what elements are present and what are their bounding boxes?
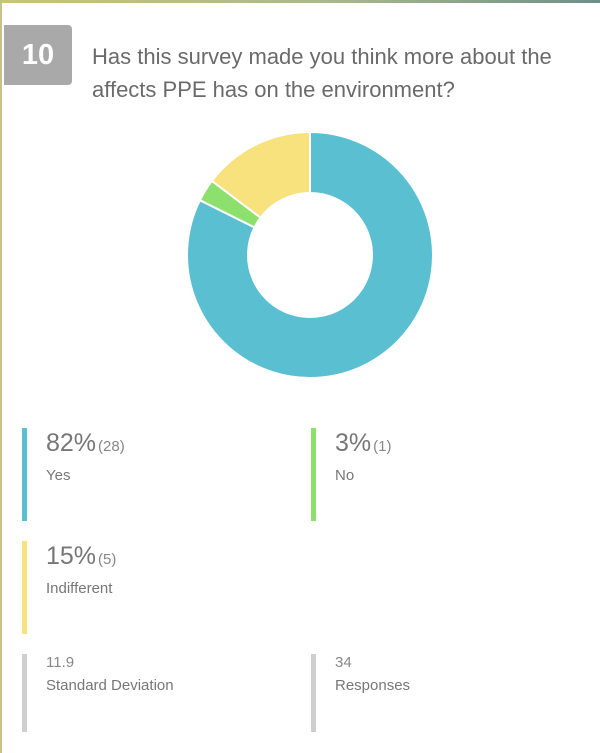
legend-color-bar-yes — [22, 428, 27, 521]
legend-item-no: 3% (1) No — [311, 428, 391, 521]
responses-stat: 34 Responses — [311, 654, 410, 732]
std-deviation-stat: 11.9 Standard Deviation — [22, 654, 174, 732]
legend-percent-yes: 82% — [46, 429, 97, 457]
donut-chart — [186, 130, 434, 379]
question-number: 10 — [21, 38, 55, 71]
legend-label-no: No — [335, 467, 355, 484]
donut-slice-indifferent[interactable] — [210, 130, 311, 220]
std-deviation-label: Standard Deviation — [46, 677, 174, 694]
responses-bar — [311, 654, 316, 732]
legend-item-indifferent: 15% (5) Indifferent — [22, 541, 116, 634]
responses-value: 34 — [335, 654, 352, 671]
legend-count-no: (1) — [373, 438, 392, 455]
legend-count-indifferent: (5) — [98, 551, 117, 568]
legend-percent-no: 3% — [335, 429, 372, 457]
legend-count-yes: (28) — [98, 438, 125, 455]
question-number-badge: 10 — [4, 25, 72, 85]
donut-slice-yes[interactable] — [186, 130, 434, 379]
legend-color-bar-indifferent — [22, 541, 27, 634]
legend-label-yes: Yes — [46, 467, 71, 484]
question-title: Has this survey made you think more abou… — [92, 44, 552, 102]
legend-percent-indifferent: 15% — [46, 542, 97, 570]
legend-color-bar-no — [311, 428, 316, 521]
legend-item-yes: 82% (28) Yes — [22, 428, 125, 521]
responses-label: Responses — [335, 677, 411, 694]
std-deviation-value: 11.9 — [46, 654, 75, 671]
legend-label-indifferent: Indifferent — [46, 580, 113, 597]
std-deviation-bar — [22, 654, 27, 732]
